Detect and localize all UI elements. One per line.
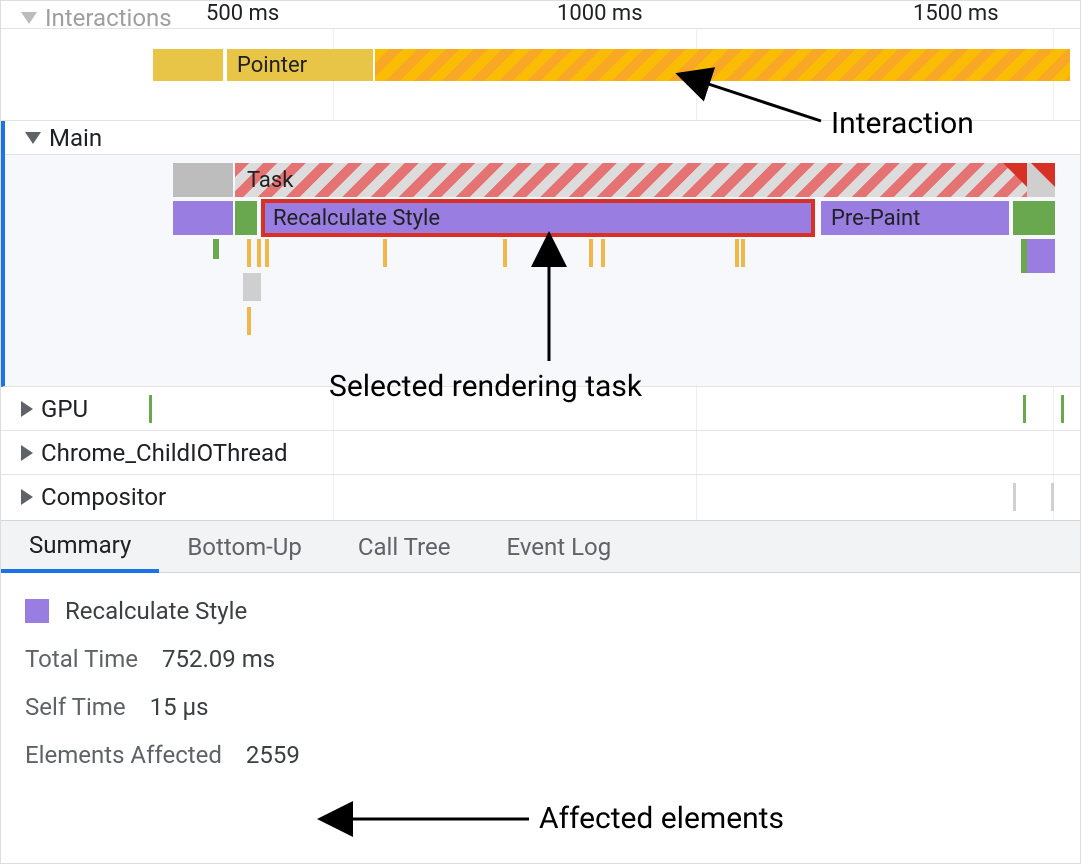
interaction-bar-pointer[interactable]: Pointer: [227, 49, 373, 81]
self-time-value: 15 µs: [150, 693, 209, 721]
prepaint-label: Pre-Paint: [831, 206, 920, 231]
total-time-value: 752.09 ms: [162, 645, 275, 673]
gpu-mark: [149, 395, 152, 423]
flame-tick: [735, 239, 739, 267]
flame-tick: [213, 239, 219, 259]
self-time-label: Self Time: [25, 693, 126, 721]
summary-panel: Recalculate Style Total Time 752.09 ms S…: [1, 573, 1080, 813]
time-ruler: Interactions 500 ms 1000 ms 1500 ms: [1, 1, 1080, 29]
ruler-tick: 500 ms: [206, 1, 279, 28]
flame-tick: [257, 239, 261, 267]
main-track: Main Task Recalculate Style Pre-Paint: [1, 121, 1080, 387]
compositor-track: Compositor: [1, 475, 1080, 519]
flame-tick: [601, 239, 605, 267]
tab-event-log[interactable]: Event Log: [478, 521, 639, 572]
flame-tick: [741, 239, 745, 267]
task-bar[interactable]: [1027, 163, 1055, 197]
flame-bar[interactable]: [235, 201, 257, 235]
main-track-header[interactable]: Main: [5, 121, 1080, 155]
flame-tick: [243, 273, 261, 301]
flame-tick: [247, 307, 251, 335]
chevron-down-icon: [21, 12, 37, 24]
details-tabs: Summary Bottom-Up Call Tree Event Log: [1, 521, 1080, 573]
interaction-bar-label: Pointer: [237, 53, 307, 78]
flame-tick: [589, 239, 593, 267]
flame-tick: [383, 239, 387, 267]
gpu-track-header[interactable]: GPU: [1, 387, 98, 431]
gpu-mark: [1023, 395, 1026, 423]
ruler-tick: 1000 ms: [557, 1, 643, 28]
gpu-mark: [1061, 395, 1064, 423]
interaction-bar-striped[interactable]: [375, 49, 1070, 81]
chevron-down-icon: [25, 132, 41, 144]
tab-bottom-up[interactable]: Bottom-Up: [159, 521, 330, 572]
ruler-tick: 1500 ms: [913, 1, 999, 28]
compositor-mark: [1013, 483, 1016, 511]
interactions-label: Interactions: [45, 4, 172, 32]
childio-track: Chrome_ChildIOThread: [1, 431, 1080, 475]
chevron-right-icon: [21, 445, 33, 461]
task-bar-label: Task: [245, 168, 293, 193]
task-bar[interactable]: [173, 163, 233, 197]
summary-title: Recalculate Style: [65, 597, 247, 625]
summary-swatch: [25, 599, 49, 623]
compositor-track-header[interactable]: Compositor: [1, 475, 176, 519]
main-track-label: Main: [49, 124, 102, 152]
task-bar-long[interactable]: Task: [235, 163, 1027, 197]
chevron-right-icon: [21, 401, 33, 417]
compositor-mark: [1051, 483, 1054, 511]
flame-tick: [265, 239, 269, 267]
prepaint-bar[interactable]: Pre-Paint: [821, 201, 1009, 235]
interaction-bar[interactable]: [153, 49, 223, 81]
tab-call-tree[interactable]: Call Tree: [330, 521, 479, 572]
recalculate-style-bar[interactable]: Recalculate Style: [263, 201, 813, 235]
gpu-track: GPU: [1, 387, 1080, 431]
main-lanes: Task Recalculate Style Pre-Paint: [5, 155, 1080, 386]
elements-affected-value: 2559: [246, 741, 300, 769]
flame-tick: [247, 239, 251, 267]
interactions-track: Pointer: [1, 29, 1080, 121]
flame-bar[interactable]: [173, 201, 233, 235]
total-time-label: Total Time: [25, 645, 138, 673]
elements-affected-label: Elements Affected: [25, 741, 222, 769]
compositor-label: Compositor: [41, 483, 166, 511]
gpu-label: GPU: [41, 395, 88, 423]
flame-tick: [1027, 239, 1055, 273]
flame-bar[interactable]: [1013, 201, 1055, 235]
recalc-label: Recalculate Style: [273, 206, 440, 231]
timeline: Interactions 500 ms 1000 ms 1500 ms Poin…: [1, 1, 1080, 521]
childio-track-header[interactable]: Chrome_ChildIOThread: [1, 431, 298, 475]
childio-label: Chrome_ChildIOThread: [41, 439, 288, 467]
chevron-right-icon: [21, 489, 33, 505]
flame-tick: [503, 239, 507, 267]
tab-summary[interactable]: Summary: [1, 521, 159, 573]
